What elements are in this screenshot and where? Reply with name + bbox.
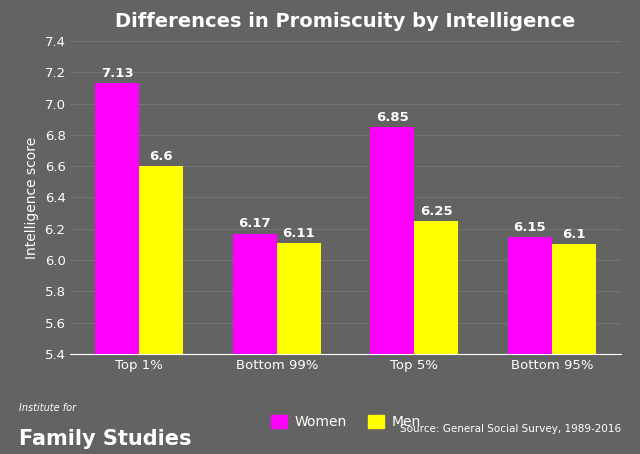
Text: 6.6: 6.6	[150, 150, 173, 163]
Title: Differences in Promiscuity by Intelligence: Differences in Promiscuity by Intelligen…	[115, 12, 576, 31]
Bar	[371, 127, 414, 454]
Text: 7.13: 7.13	[101, 67, 134, 80]
Y-axis label: Intelligence score: Intelligence score	[25, 136, 39, 259]
Bar	[233, 233, 277, 454]
Text: 6.85: 6.85	[376, 111, 409, 124]
Text: Institute for: Institute for	[19, 403, 76, 413]
Bar	[552, 245, 596, 454]
Legend: Women, Men: Women, Men	[265, 410, 426, 435]
Text: Family Studies: Family Studies	[19, 429, 192, 449]
Bar	[508, 237, 552, 454]
Bar	[277, 243, 321, 454]
Bar	[140, 166, 184, 454]
Text: 6.11: 6.11	[282, 227, 315, 240]
Text: Source: General Social Survey, 1989-2016: Source: General Social Survey, 1989-2016	[399, 424, 621, 434]
Bar	[95, 83, 140, 454]
Text: 6.15: 6.15	[513, 221, 546, 233]
Bar	[414, 221, 458, 454]
Text: 6.17: 6.17	[239, 217, 271, 230]
Text: 6.1: 6.1	[562, 228, 586, 242]
Text: 6.25: 6.25	[420, 205, 452, 218]
